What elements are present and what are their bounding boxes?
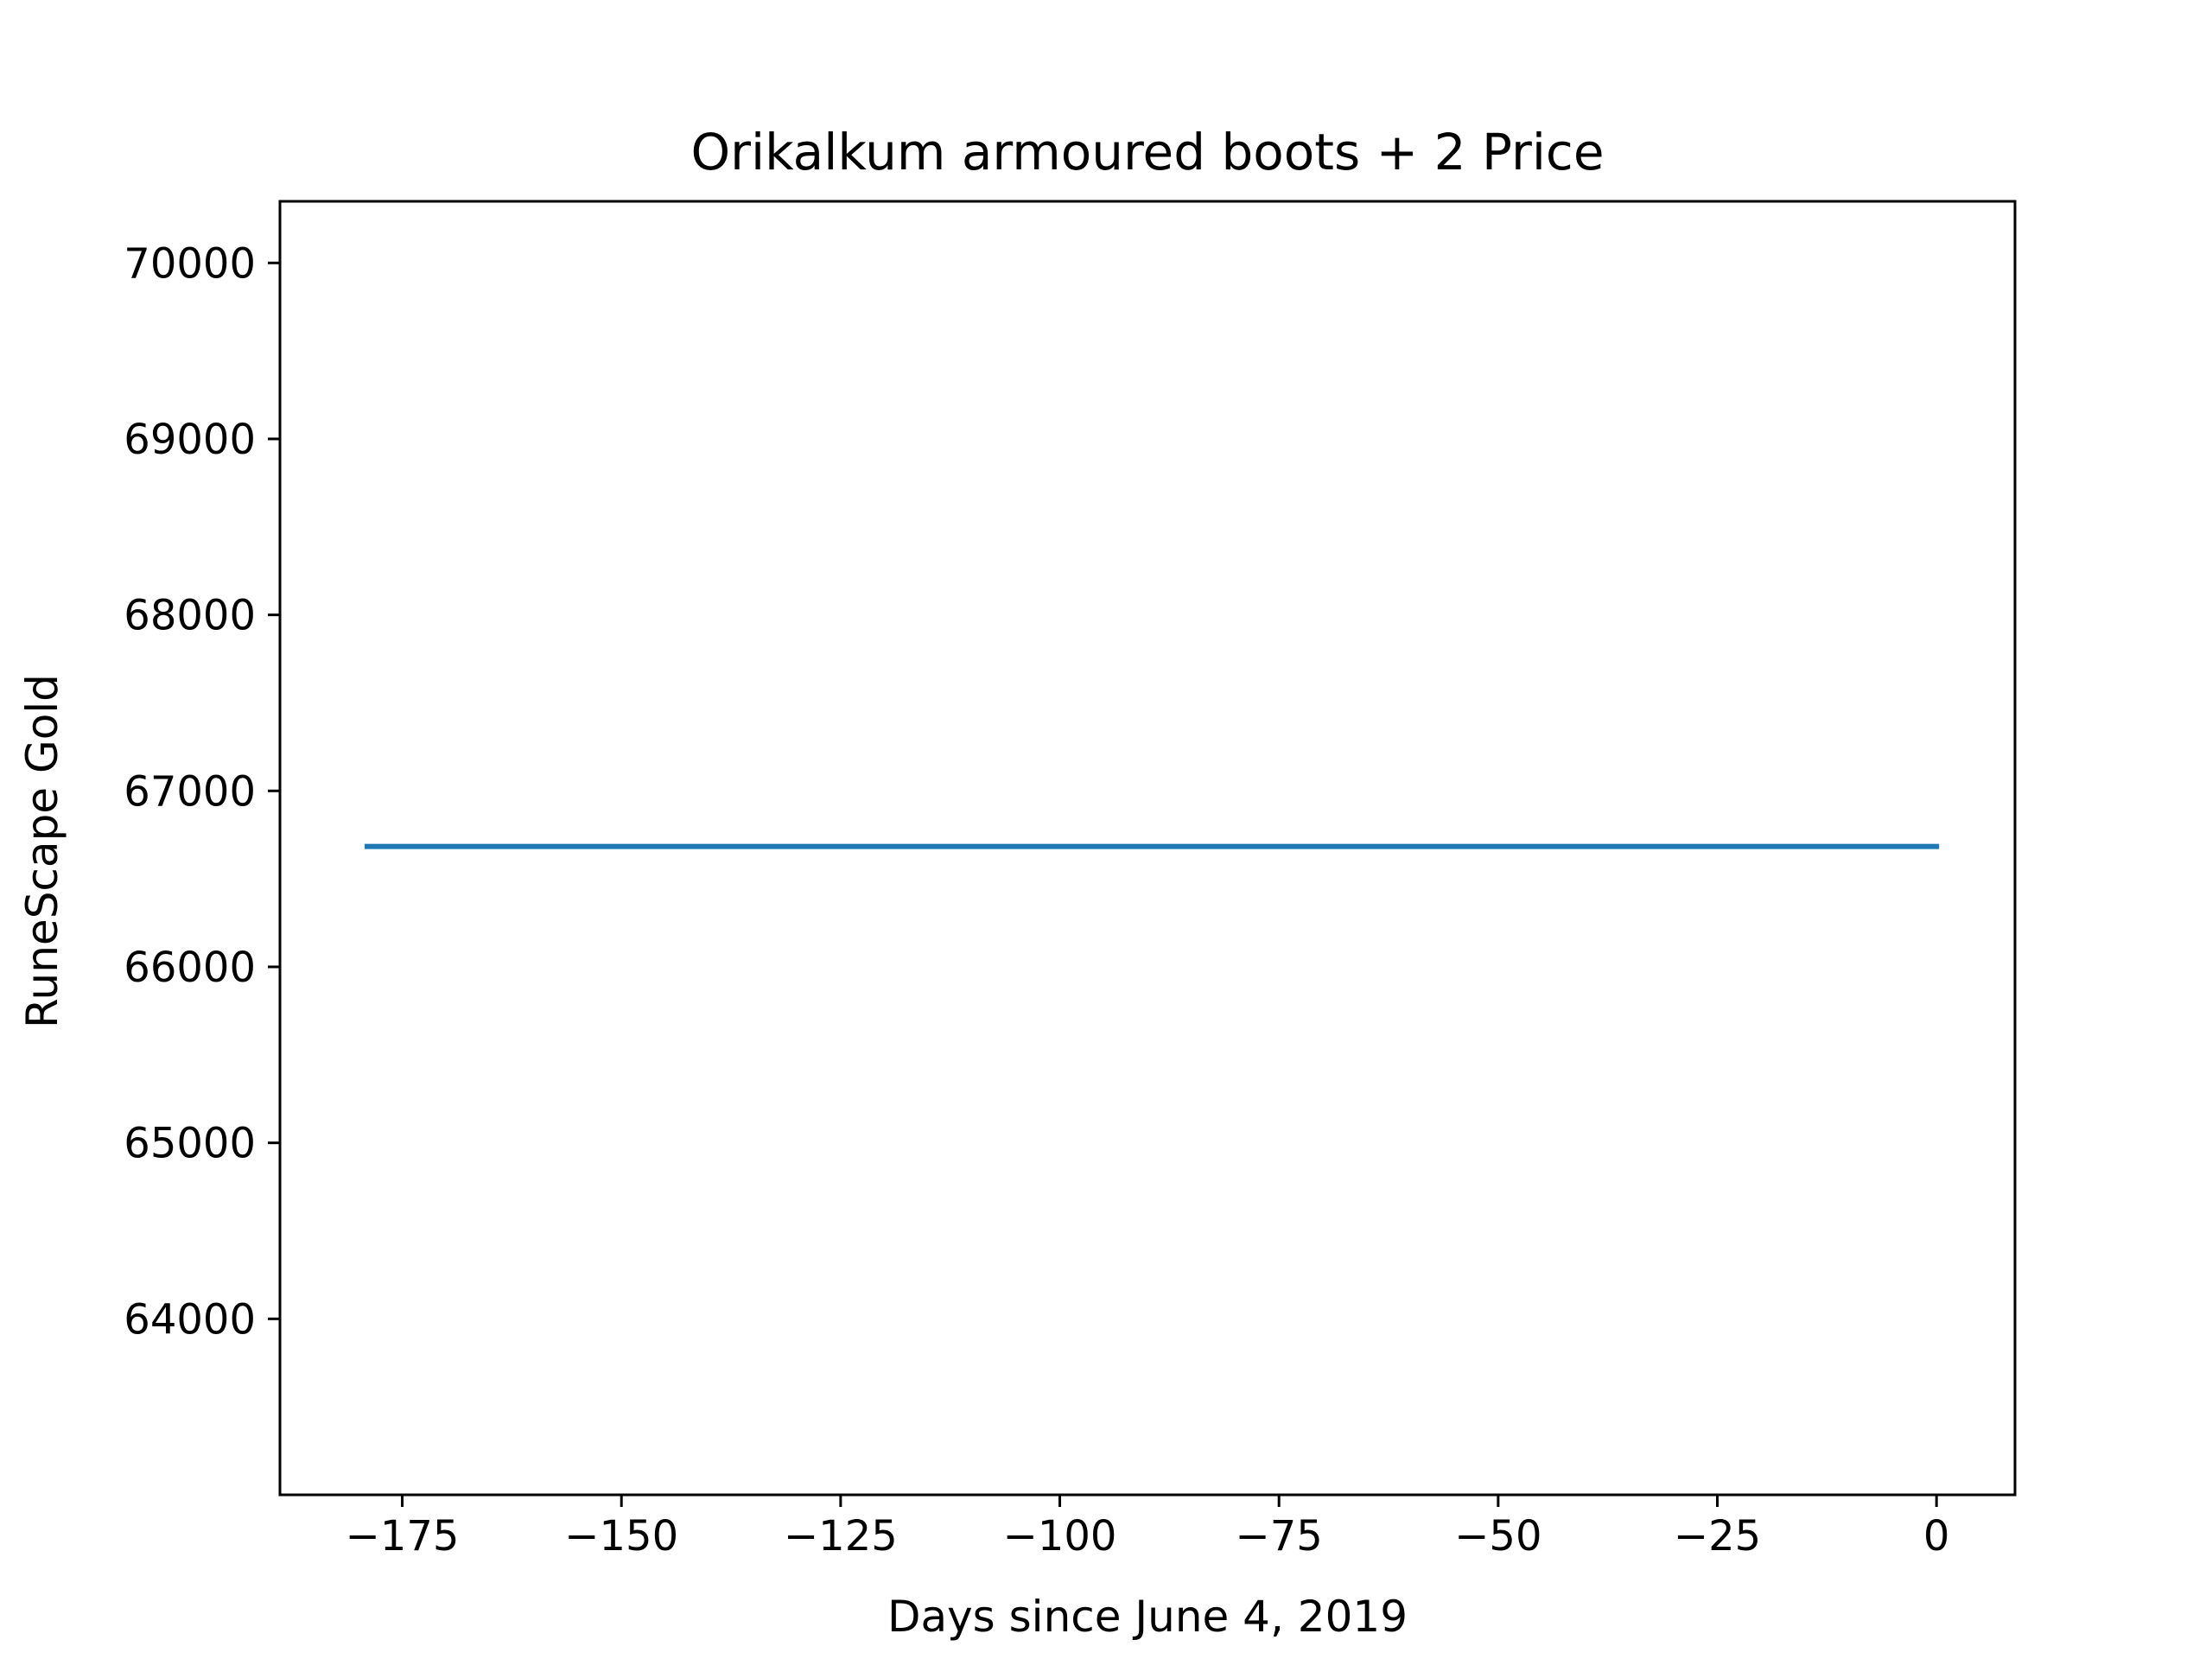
y-tick-label: 70000 [124,239,256,288]
x-tick-label: −125 [784,1512,898,1560]
x-tick-label: −175 [346,1512,460,1560]
y-tick-label: 67000 [124,767,256,816]
y-axis-label: RuneScape Gold [17,674,67,1028]
chart-title: Orikalkum armoured boots + 2 Price [691,123,1605,181]
y-tick-label: 64000 [124,1295,256,1344]
x-axis-ticks: −175 −150 −125 −100 −75 −50 −25 0 [346,1495,1950,1560]
x-axis-label: Days since June 4, 2019 [887,1592,1408,1642]
x-tick-label: 0 [1923,1512,1950,1560]
y-tick-label: 66000 [124,944,256,992]
y-axis-ticks: 64000 65000 66000 67000 68000 69000 70000 [124,239,280,1344]
x-tick-label: −75 [1236,1512,1323,1560]
plot-frame [278,200,2017,1497]
x-tick-label: −25 [1674,1512,1761,1560]
y-tick-label: 69000 [124,416,256,464]
x-tick-label: −150 [564,1512,678,1560]
x-tick-label: −100 [1003,1512,1117,1560]
y-tick-label: 65000 [124,1120,256,1168]
y-tick-label: 68000 [124,592,256,640]
x-tick-label: −50 [1454,1512,1541,1560]
